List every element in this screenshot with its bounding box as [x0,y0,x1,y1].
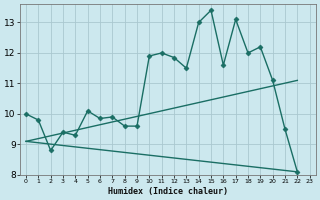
X-axis label: Humidex (Indice chaleur): Humidex (Indice chaleur) [108,187,228,196]
